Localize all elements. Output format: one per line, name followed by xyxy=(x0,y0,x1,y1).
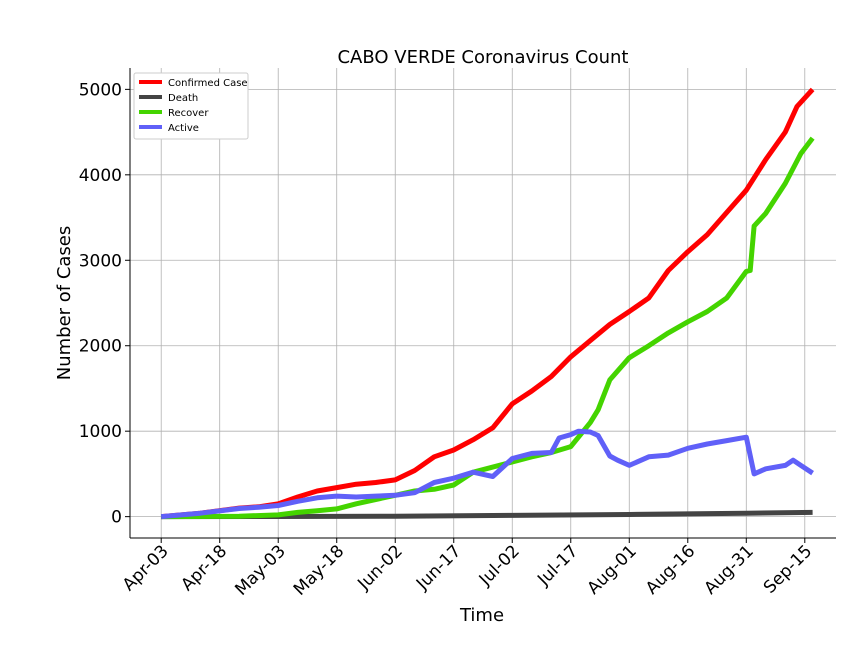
y-tick-label: 3000 xyxy=(79,251,122,271)
series-line-recover xyxy=(161,136,815,520)
legend-label-death: Death xyxy=(168,93,198,104)
y-ticks: 0 1000 2000 3000 4000 5000 xyxy=(79,80,130,528)
x-tick-label: Jun-02 xyxy=(353,541,406,594)
y-tick-label: 5000 xyxy=(79,80,122,100)
chart-title: CABO VERDE Coronavirus Count xyxy=(337,47,628,68)
legend-label-active: Active xyxy=(168,123,199,134)
x-ticks: Apr-03 Apr-18 May-03 May-18 Jun-02 Jun-17 Jul-… xyxy=(119,538,816,600)
x-tick-label: Apr-18 xyxy=(177,541,231,595)
x-tick-label: Aug-16 xyxy=(642,541,699,598)
legend-label-recover: Recover xyxy=(168,108,209,119)
y-tick-label: 2000 xyxy=(79,337,122,357)
legend-label-confirmed: Confirmed Case xyxy=(168,78,248,89)
axes xyxy=(129,68,836,539)
x-axis-title: Time xyxy=(459,605,504,626)
x-tick-label: May-03 xyxy=(231,541,289,599)
plot-series xyxy=(160,87,815,520)
x-tick-label: Jul-02 xyxy=(475,541,524,590)
y-tick-label: 0 xyxy=(111,508,122,528)
x-tick-label: Jul-17 xyxy=(533,541,582,590)
x-tick-label: May-18 xyxy=(290,541,348,599)
legend-box xyxy=(133,72,249,140)
y-axis-title: Number of Cases xyxy=(54,226,75,381)
x-tick-label: Apr-03 xyxy=(119,541,173,595)
x-tick-label: Aug-31 xyxy=(701,541,758,598)
legend: Confirmed Case Death Recover Active xyxy=(133,72,249,140)
y-tick-label: 4000 xyxy=(79,166,122,186)
series-line-confirmed xyxy=(160,87,815,520)
x-tick-label: Jun-17 xyxy=(412,541,465,594)
series-line-active xyxy=(160,428,814,520)
x-tick-label: Aug-01 xyxy=(584,541,641,598)
y-tick-label: 1000 xyxy=(79,422,122,442)
x-tick-label: Sep-15 xyxy=(760,541,816,597)
